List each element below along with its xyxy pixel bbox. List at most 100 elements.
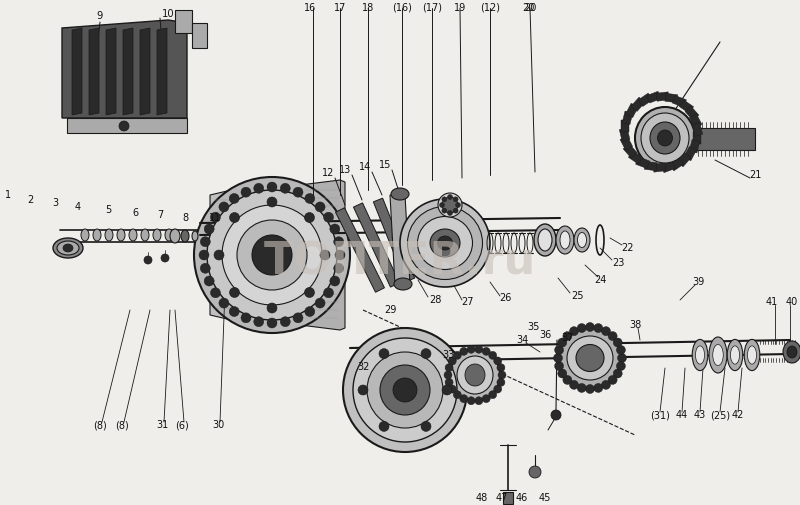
Ellipse shape <box>141 229 149 241</box>
Text: 23: 23 <box>612 258 624 268</box>
Text: 14: 14 <box>359 162 371 172</box>
Circle shape <box>305 307 314 317</box>
Circle shape <box>214 250 224 260</box>
Polygon shape <box>210 188 250 322</box>
Text: (8): (8) <box>93 420 107 430</box>
Text: 36: 36 <box>539 330 551 340</box>
Ellipse shape <box>658 130 673 146</box>
Circle shape <box>119 121 129 131</box>
Ellipse shape <box>400 199 490 287</box>
Text: 47: 47 <box>496 493 508 503</box>
Circle shape <box>323 288 334 298</box>
Ellipse shape <box>534 224 556 256</box>
Ellipse shape <box>783 341 800 363</box>
Ellipse shape <box>576 344 604 372</box>
Ellipse shape <box>695 346 705 364</box>
Text: 39: 39 <box>692 277 704 287</box>
Polygon shape <box>72 28 82 115</box>
Circle shape <box>563 375 572 384</box>
Bar <box>192 23 207 48</box>
Circle shape <box>614 369 622 378</box>
Text: 3: 3 <box>52 198 58 208</box>
Text: 31: 31 <box>156 420 168 430</box>
Ellipse shape <box>53 238 83 258</box>
Circle shape <box>608 375 617 384</box>
Circle shape <box>219 298 229 308</box>
Circle shape <box>448 357 456 365</box>
Circle shape <box>267 182 277 192</box>
Text: TOПTER.ru: TOПTER.ru <box>264 240 536 283</box>
Bar <box>665 93 678 103</box>
Text: (25): (25) <box>710 410 730 420</box>
Polygon shape <box>157 28 167 115</box>
Circle shape <box>254 183 264 193</box>
Bar <box>685 106 699 120</box>
Ellipse shape <box>129 229 137 241</box>
Circle shape <box>421 348 431 359</box>
Text: 12: 12 <box>322 168 334 178</box>
Text: (17): (17) <box>422 3 442 13</box>
Polygon shape <box>374 198 414 282</box>
Circle shape <box>320 250 330 260</box>
Ellipse shape <box>394 278 412 290</box>
Bar <box>656 92 669 101</box>
Circle shape <box>267 318 277 328</box>
Circle shape <box>199 250 209 260</box>
Circle shape <box>204 224 214 234</box>
Bar <box>635 157 650 169</box>
Bar <box>503 492 513 504</box>
Circle shape <box>570 327 578 336</box>
Bar <box>661 161 675 173</box>
Circle shape <box>497 364 505 372</box>
Ellipse shape <box>391 188 409 200</box>
Text: (12): (12) <box>480 3 500 13</box>
Circle shape <box>230 287 239 297</box>
Circle shape <box>379 421 389 431</box>
Circle shape <box>334 237 344 247</box>
Circle shape <box>554 345 563 355</box>
Circle shape <box>305 193 314 204</box>
Circle shape <box>343 328 467 452</box>
Polygon shape <box>140 28 150 115</box>
Circle shape <box>207 190 337 320</box>
Polygon shape <box>123 28 133 115</box>
Polygon shape <box>175 10 192 33</box>
Text: 2: 2 <box>27 195 33 205</box>
Circle shape <box>210 288 221 298</box>
Circle shape <box>594 324 602 333</box>
Ellipse shape <box>787 346 797 358</box>
Ellipse shape <box>93 229 101 241</box>
Bar <box>644 161 657 171</box>
Text: 19: 19 <box>454 3 466 13</box>
Circle shape <box>453 197 458 202</box>
Circle shape <box>448 385 456 393</box>
Ellipse shape <box>727 339 743 371</box>
Circle shape <box>335 250 345 260</box>
Circle shape <box>602 327 610 336</box>
Circle shape <box>445 378 453 386</box>
Ellipse shape <box>574 228 590 252</box>
Circle shape <box>442 385 452 395</box>
Circle shape <box>594 383 602 392</box>
Circle shape <box>230 307 239 317</box>
Circle shape <box>237 220 307 290</box>
Ellipse shape <box>744 339 760 371</box>
Ellipse shape <box>713 344 723 366</box>
Ellipse shape <box>635 107 695 169</box>
Bar <box>653 163 666 172</box>
Text: 24: 24 <box>594 275 606 285</box>
Text: 1: 1 <box>5 190 11 200</box>
Circle shape <box>467 397 475 405</box>
Text: 9: 9 <box>97 11 103 21</box>
Circle shape <box>230 193 239 204</box>
Circle shape <box>222 205 322 305</box>
Text: 38: 38 <box>629 320 641 330</box>
Ellipse shape <box>641 113 689 163</box>
Ellipse shape <box>457 356 493 394</box>
Ellipse shape <box>165 229 173 241</box>
Circle shape <box>358 385 368 395</box>
Ellipse shape <box>63 244 73 252</box>
Text: 28: 28 <box>429 295 441 305</box>
Ellipse shape <box>418 217 473 270</box>
Circle shape <box>482 394 490 402</box>
